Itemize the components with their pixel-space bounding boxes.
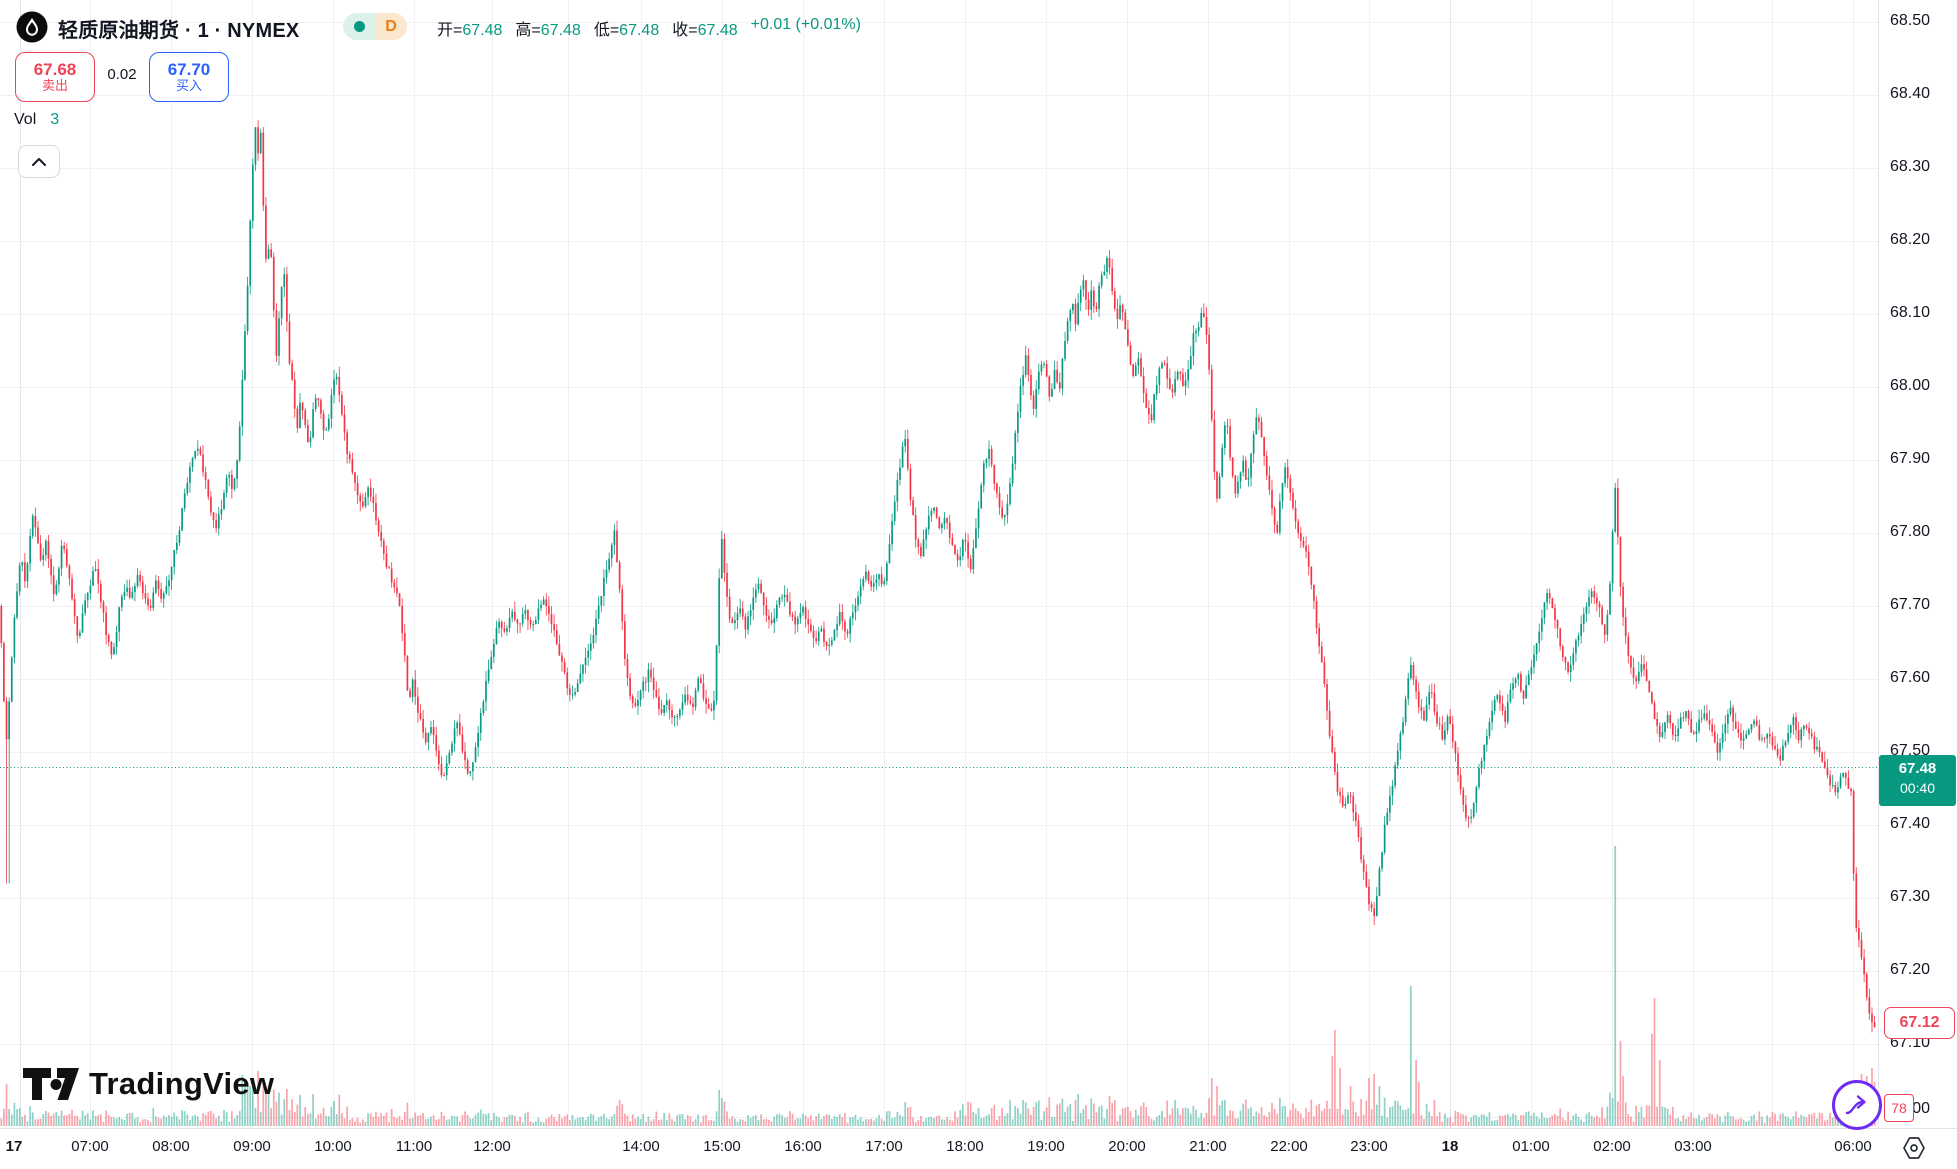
tradingview-mark-icon [23,1067,79,1100]
market-status-dot-icon [353,21,365,32]
time-axis-label: 17:00 [865,1138,903,1155]
time-axis-label: 09:00 [233,1138,271,1155]
price-axis-label: 67.50 [1890,742,1931,759]
time-axis-label: 20:00 [1108,1138,1146,1155]
octagon-settings-icon [1903,1137,1925,1159]
timezone-settings-button[interactable] [1898,1132,1930,1164]
sell-price: 67.68 [33,59,77,79]
time-axis-label: 18:00 [946,1138,984,1155]
price-axis-label: 67.40 [1890,815,1931,832]
time-axis-label: 19:00 [1027,1138,1065,1155]
time-axis-label: 01:00 [1512,1138,1550,1155]
collapse-panel-button[interactable] [18,145,60,178]
spread-value: 0.02 [107,66,137,83]
go-to-realtime-button[interactable] [1832,1080,1882,1130]
chevron-up-icon [32,157,46,166]
fast-forward-arrow-icon [1845,1095,1866,1115]
price-axis[interactable]: 68.50 68.40 68.30 68.20 68.10 68.00 67.90 67.80… [1878,0,1957,1128]
price-axis-label: 68.50 [1890,12,1931,29]
price-axis-label: 67.20 [1890,961,1931,978]
sell-label: 卖出 [41,78,68,94]
last-volume-badge: 78 [1884,1094,1914,1122]
tradingview-logo-text: TradingView [89,1066,275,1101]
high-label: 高= [515,22,541,39]
price-axis-label: 67.70 [1890,596,1931,613]
change-value: +0.01 (+0.01%) [750,16,861,33]
low-label: 低= [593,22,620,39]
close-label: 收= [672,22,698,39]
buy-price: 67.70 [167,59,211,79]
time-axis-label: 22:00 [1270,1138,1308,1155]
symbol-title[interactable]: 轻质原油期货 · 1 · NYMEX [58,20,300,42]
time-axis-label: 14:00 [622,1138,660,1155]
time-axis-label: 07:00 [71,1138,109,1155]
current-price-badge: 67.48 00:40 [1879,755,1956,806]
time-axis-label: 21:00 [1189,1138,1227,1155]
volume-indicator-legend[interactable]: Vol 3 [14,111,59,129]
tradingview-logo[interactable]: TradingView [23,1066,274,1102]
open-label: 开= [437,22,463,39]
buy-button[interactable]: 67.70 买入 [149,52,229,102]
price-axis-label: 67.90 [1890,450,1931,467]
time-axis-label: 08:00 [152,1138,190,1155]
vol-value: 3 [50,111,60,128]
price-axis-label: 68.30 [1890,158,1931,175]
price-axis-label: 68.10 [1890,304,1931,321]
time-axis-label: 03:00 [1674,1138,1712,1155]
open-value: 67.48 [462,22,503,39]
price-axis-label: 67.80 [1890,523,1931,540]
sell-button[interactable]: 67.68 卖出 [15,52,95,102]
candlestick-chart[interactable] [0,0,1878,1128]
interval-badge: D [375,13,407,40]
low-value: 67.48 [619,22,660,39]
high-value: 67.48 [540,22,581,39]
time-axis-label: 11:00 [395,1138,433,1155]
time-axis-label: 18 [1441,1138,1459,1155]
ohlc-row: 开=67.48 高=67.48 低=67.48 收=67.48 +0.01 (+… [437,16,861,40]
price-axis-label: 68.40 [1890,85,1931,102]
time-axis-label: 06:00 [1834,1138,1872,1155]
time-axis-label: 02:00 [1593,1138,1631,1155]
interval-status-pill[interactable]: D [343,13,407,40]
price-axis-label: 67.60 [1890,669,1931,686]
time-axis-label: 17 [5,1138,23,1155]
price-axis-label: 67.30 [1890,888,1931,905]
candle-countdown: 00:40 [1899,780,1936,797]
last-price-badge: 67.12 [1884,1007,1955,1039]
time-axis-label: 10:00 [314,1138,352,1155]
time-axis-label: 16:00 [784,1138,822,1155]
crude-oil-symbol-logo [16,11,48,43]
current-price-value: 67.48 [1898,760,1937,777]
time-axis-label: 12:00 [473,1138,511,1155]
price-axis-label: 68.20 [1890,231,1931,248]
price-axis-label: 68.00 [1890,377,1931,394]
time-axis[interactable]: 17 07:00 08:00 09:00 10:00 11:00 12:00 14:00 15:… [0,1128,1957,1169]
vol-label: Vol [14,111,37,128]
buy-label: 买入 [175,78,202,94]
close-value: 67.48 [697,22,738,39]
time-axis-label: 23:00 [1350,1138,1388,1155]
time-axis-label: 15:00 [703,1138,741,1155]
